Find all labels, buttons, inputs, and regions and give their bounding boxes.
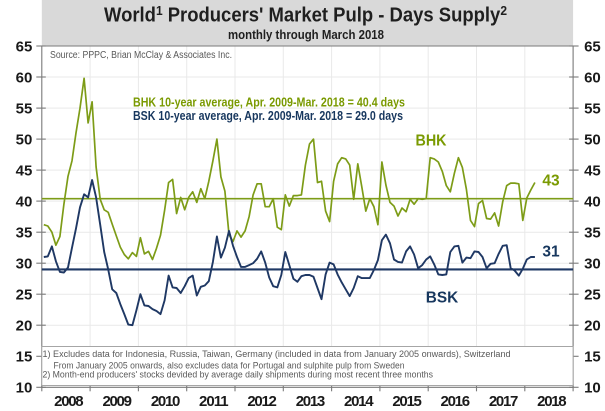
svg-text:2011: 2011 bbox=[199, 393, 229, 410]
svg-text:2012: 2012 bbox=[247, 393, 277, 410]
svg-text:25: 25 bbox=[584, 287, 601, 304]
svg-text:65: 65 bbox=[16, 38, 33, 55]
svg-text:20: 20 bbox=[16, 318, 33, 335]
svg-text:BSK 10-year average, Apr. 2009: BSK 10-year average, Apr. 2009-Mar. 2018… bbox=[133, 108, 403, 123]
svg-text:From January 2005 onwards, als: From January 2005 onwards, also excludes… bbox=[54, 360, 405, 371]
svg-text:Source: PPPC, Brian McClay & A: Source: PPPC, Brian McClay & Associates … bbox=[50, 50, 232, 61]
svg-text:BHK 10-year average, Apr. 2009: BHK 10-year average, Apr. 2009-Mar. 2018… bbox=[133, 94, 405, 109]
svg-text:55: 55 bbox=[584, 100, 601, 117]
svg-text:30: 30 bbox=[584, 256, 601, 273]
svg-text:2018: 2018 bbox=[537, 393, 567, 410]
svg-text:35: 35 bbox=[584, 225, 601, 242]
svg-text:60: 60 bbox=[16, 69, 33, 86]
svg-text:65: 65 bbox=[584, 38, 601, 55]
svg-text:40: 40 bbox=[16, 193, 33, 210]
svg-text:2010: 2010 bbox=[151, 393, 181, 410]
svg-text:World1 Producers' Market Pulp: World1 Producers' Market Pulp - Days Sup… bbox=[104, 3, 507, 27]
svg-text:2) Month-end producers' stocks: 2) Month-end producers' stocks devided b… bbox=[43, 370, 434, 381]
svg-text:2009: 2009 bbox=[102, 393, 132, 410]
svg-text:40: 40 bbox=[584, 193, 601, 210]
svg-text:15: 15 bbox=[16, 349, 33, 366]
svg-text:50: 50 bbox=[584, 131, 601, 148]
svg-text:30: 30 bbox=[16, 256, 33, 273]
svg-text:BSK: BSK bbox=[426, 290, 459, 307]
svg-text:BHK: BHK bbox=[416, 132, 447, 149]
svg-text:2014: 2014 bbox=[344, 393, 374, 410]
svg-text:2013: 2013 bbox=[296, 393, 326, 410]
svg-text:31: 31 bbox=[542, 243, 560, 260]
svg-text:2008: 2008 bbox=[54, 393, 84, 410]
svg-text:15: 15 bbox=[584, 349, 601, 366]
svg-text:monthly through March 2018: monthly through March 2018 bbox=[228, 27, 384, 42]
svg-text:10: 10 bbox=[584, 380, 601, 397]
svg-text:25: 25 bbox=[16, 287, 33, 304]
svg-text:55: 55 bbox=[16, 100, 33, 117]
svg-text:2017: 2017 bbox=[489, 393, 518, 410]
svg-text:2015: 2015 bbox=[392, 393, 422, 410]
svg-text:20: 20 bbox=[584, 318, 601, 335]
svg-text:2016: 2016 bbox=[441, 393, 471, 410]
svg-text:43: 43 bbox=[542, 172, 560, 189]
svg-text:50: 50 bbox=[16, 131, 33, 148]
svg-text:35: 35 bbox=[16, 225, 33, 242]
svg-text:60: 60 bbox=[584, 69, 601, 86]
svg-text:45: 45 bbox=[584, 162, 601, 179]
svg-text:45: 45 bbox=[16, 162, 33, 179]
svg-text:10: 10 bbox=[16, 380, 33, 397]
svg-text:1) Excludes data for Indonesia: 1) Excludes data for Indonesia, Russia, … bbox=[43, 349, 511, 360]
